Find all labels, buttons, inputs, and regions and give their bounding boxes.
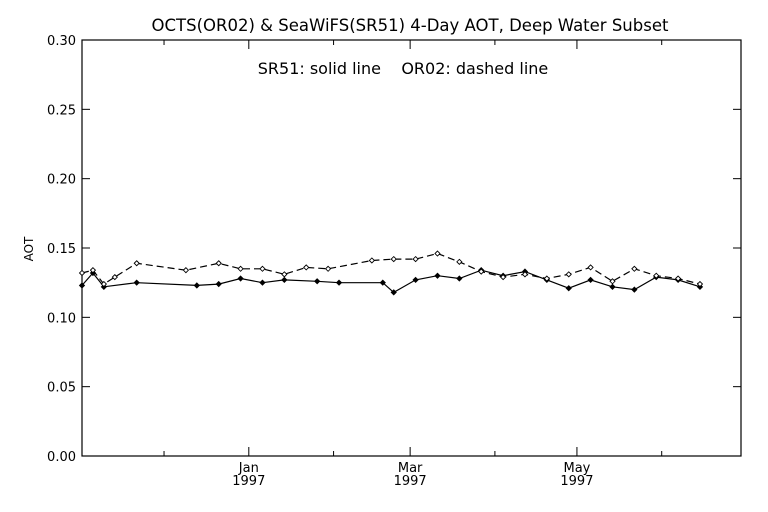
- data-point-sr51: [412, 276, 419, 284]
- series-line-or02: [81, 252, 701, 285]
- y-axis-label: AOT: [22, 236, 36, 261]
- data-point-sr51: [565, 285, 572, 292]
- x-tick-month-label: Mar: [398, 461, 423, 476]
- chart-title: OCTS(OR02) & SeaWiFS(SR51) 4-Day AOT, De…: [152, 16, 669, 35]
- data-point-or02: [133, 260, 140, 267]
- data-point-or02: [324, 265, 332, 272]
- data-point-or02: [215, 260, 222, 267]
- series-style-note: SR51: solid line OR02: dashed line: [258, 59, 549, 78]
- x-tick-year-label: 1997: [394, 474, 427, 489]
- data-point-or02: [696, 280, 704, 288]
- data-point-sr51: [281, 276, 288, 284]
- y-axis: 0.00 0.05 0.10 0.15 0.20 0.25 0.30: [47, 34, 741, 465]
- data-point-or02: [100, 280, 108, 288]
- data-point-sr51: [314, 278, 321, 285]
- data-point-sr51: [456, 275, 463, 282]
- data-point-or02: [78, 269, 86, 277]
- data-point-or02: [478, 268, 485, 275]
- data-point-or02: [653, 272, 660, 279]
- series-line-sr51: [81, 269, 701, 294]
- y-tick-label: 0.15: [47, 242, 76, 257]
- data-point-or02: [587, 264, 594, 271]
- y-tick-label: 0.05: [47, 381, 76, 396]
- data-point-or02: [609, 278, 616, 285]
- y-tick-label: 0.20: [47, 173, 76, 188]
- data-point-sr51: [78, 282, 86, 289]
- data-point-or02: [281, 271, 288, 278]
- data-point-or02: [674, 275, 682, 282]
- data-point-or02: [434, 250, 441, 257]
- plot-frame: [81, 39, 742, 457]
- data-point-sr51: [215, 280, 222, 288]
- y-tick-label: 0.25: [47, 103, 76, 118]
- y-tick-label: 0.30: [47, 34, 76, 49]
- y-tick-label: 0.10: [47, 311, 76, 326]
- data-point-or02: [565, 271, 572, 278]
- data-point-sr51: [379, 279, 386, 286]
- data-point-or02: [237, 265, 244, 272]
- data-point-sr51: [259, 279, 266, 286]
- data-point-or02: [456, 258, 463, 266]
- x-tick-year-label: 1997: [560, 474, 593, 489]
- data-point-sr51: [193, 282, 200, 289]
- data-point-sr51: [631, 286, 638, 293]
- data-point-sr51: [237, 275, 244, 282]
- data-point-sr51: [587, 276, 594, 284]
- data-point-or02: [543, 275, 550, 282]
- data-point-sr51: [390, 289, 397, 296]
- data-point-or02: [182, 267, 190, 274]
- data-point-or02: [368, 257, 375, 264]
- data-point-sr51: [133, 279, 140, 286]
- data-point-or02: [390, 255, 397, 263]
- data-point-sr51: [434, 272, 441, 279]
- x-tick-month-label: May: [563, 461, 590, 476]
- data-point-or02: [89, 267, 97, 274]
- data-point-or02: [499, 273, 507, 281]
- data-point-sr51: [335, 279, 343, 286]
- data-point-or02: [259, 265, 266, 272]
- data-point-or02: [521, 271, 529, 278]
- series-markers: [78, 250, 704, 296]
- y-tick-label: 0.00: [47, 450, 76, 465]
- x-tick-year-label: 1997: [232, 474, 265, 489]
- data-point-or02: [412, 255, 419, 263]
- x-tick-month-label: Jan: [238, 461, 259, 476]
- data-point-or02: [111, 273, 118, 281]
- data-point-or02: [631, 265, 638, 272]
- data-point-sr51: [609, 283, 616, 290]
- data-point-or02: [303, 264, 310, 271]
